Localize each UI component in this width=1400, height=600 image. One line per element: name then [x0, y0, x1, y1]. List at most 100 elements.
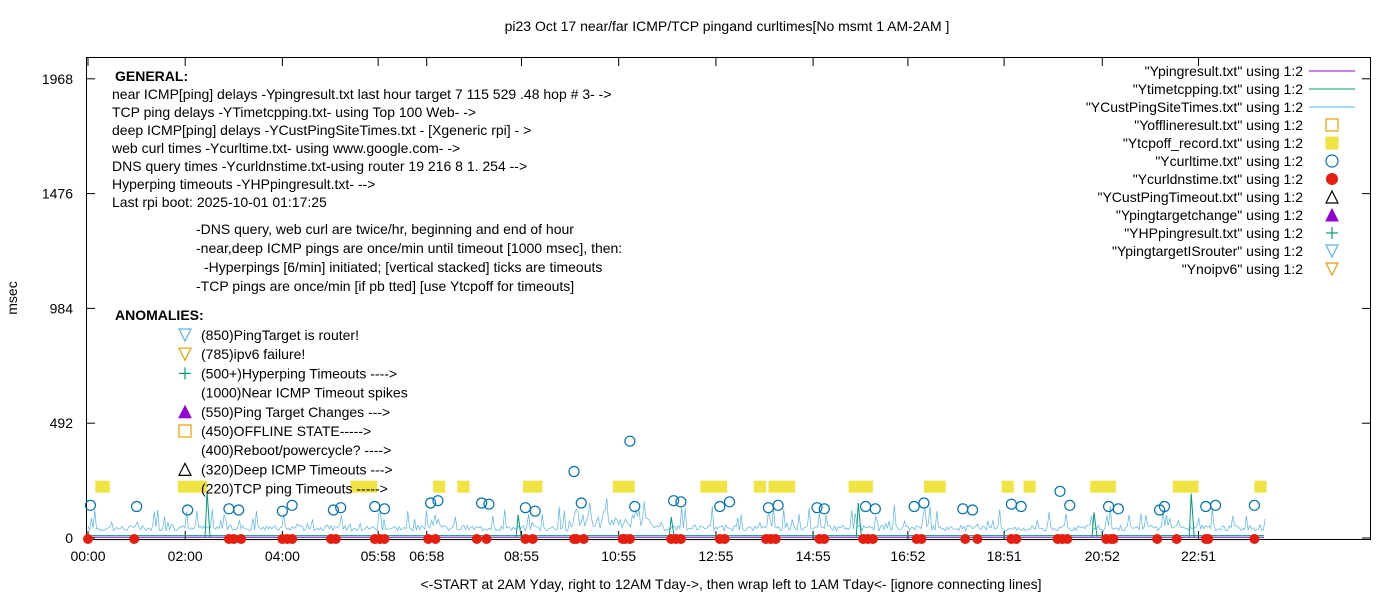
- dns-point: [481, 534, 492, 544]
- curl-point: [723, 496, 736, 508]
- curl-point: [1248, 499, 1261, 511]
- tcp-spike: [1091, 512, 1098, 537]
- chart-title: pi23 Oct 17 near/far ICMP/TCP pingand cu…: [505, 18, 950, 34]
- curl-point: [668, 495, 680, 507]
- tcp-ping-series: [88, 491, 1265, 538]
- x-tick-label: 20:52: [1085, 548, 1120, 564]
- legend-label: "Ycurldnstime.txt" using 1:2: [1133, 171, 1303, 187]
- tcp-timeout-marker: [848, 480, 873, 493]
- dns-point: [1108, 534, 1119, 544]
- legend-label: "Ynoipv6" using 1:2: [1182, 261, 1303, 277]
- legend-label: "YCustPingSiteTimes.txt" using 1:2: [1086, 99, 1303, 115]
- curl-point: [1112, 503, 1124, 515]
- curl-point: [327, 504, 340, 516]
- curl-point: [1005, 498, 1018, 510]
- curl-point: [957, 503, 969, 515]
- curl-point: [675, 496, 687, 508]
- tcp-spike: [855, 502, 862, 537]
- x-axis-label: <-START at 2AM Yday, right to 12AM Tday-…: [420, 576, 1041, 592]
- tcp-timeout-marker: [350, 480, 378, 493]
- tcp-timeout-marker: [768, 480, 796, 493]
- tcp-timeout-marker: [433, 480, 446, 493]
- curl-time-points: [84, 435, 1261, 517]
- curl-point: [1200, 500, 1212, 513]
- dns-point: [770, 534, 781, 544]
- legend-marker: [1325, 189, 1339, 204]
- general-line: deep ICMP[ping] delays -YCustPingSiteTim…: [112, 122, 531, 138]
- curl-point: [276, 505, 288, 517]
- tcp-spike: [515, 514, 522, 537]
- dns-point: [1011, 534, 1022, 544]
- deep-icmp-line: [87, 497, 1266, 533]
- legend-label: "Ytcpoff_record.txt" using 1:2: [1123, 135, 1303, 151]
- tcp-timeout-marker: [1023, 480, 1036, 493]
- curl-point: [476, 497, 488, 509]
- dns-point: [236, 534, 247, 544]
- curl-point: [519, 502, 532, 514]
- curl-point: [966, 504, 979, 516]
- anomaly-item: (550)Ping Target Changes --->: [201, 404, 390, 420]
- tcp-timeout-marker: [1090, 480, 1116, 493]
- anomalies-annotation-block: ANOMALIES: (850)PingTarget is router! (785…: [115, 307, 408, 497]
- y-tick-label: 1968: [42, 71, 73, 87]
- tcp-timeout-marker: [1172, 480, 1199, 493]
- curl-point: [908, 500, 920, 513]
- dns-point: [1152, 534, 1163, 544]
- dns-point: [819, 534, 830, 544]
- legend-label: "YHPpingresult.txt" using 1:2: [1124, 225, 1303, 241]
- curl-point: [223, 503, 235, 515]
- x-tick-label: 06:58: [409, 548, 444, 564]
- dns-point: [867, 534, 878, 544]
- curl-point: [1209, 499, 1222, 511]
- general-line: DNS query times -Ycurldnstime.txt-using …: [112, 158, 527, 174]
- dns-point: [1203, 534, 1214, 544]
- anomaly-item: (220)TCP ping Timeouts ----->: [201, 481, 388, 497]
- curl-point: [762, 502, 775, 514]
- dns-point: [624, 534, 635, 544]
- general-note: -near,deep ICMP pings are once/min until…: [196, 240, 622, 256]
- legend-label: "YCustPingTimeout.txt" using 1:2: [1097, 189, 1303, 205]
- x-tick-label: 14:55: [796, 548, 831, 564]
- curl-point: [918, 497, 930, 509]
- dns-point: [287, 534, 298, 544]
- dns-point: [83, 534, 93, 544]
- anomaly-item: (500+)Hyperping Timeouts ---->: [201, 365, 397, 381]
- x-tick-label: 02:00: [168, 548, 203, 564]
- tcp-timeout-marker: [923, 480, 946, 493]
- curl-point: [869, 503, 881, 515]
- legend-label: "Ypingresult.txt" using 1:2: [1145, 63, 1304, 79]
- curl-point: [529, 505, 541, 517]
- curl-point: [483, 498, 495, 510]
- y-tick-label: 492: [50, 415, 74, 431]
- x-tick-label: 10:55: [601, 548, 636, 564]
- curl-point: [624, 435, 636, 447]
- anomalies-heading: ANOMALIES:: [115, 307, 204, 323]
- dns-point: [379, 534, 390, 544]
- tcp-timeout-marker: [522, 480, 543, 493]
- anomaly-item: (1000)Near ICMP Timeout spikes: [201, 385, 408, 401]
- curl-point: [182, 504, 194, 516]
- tcp-timeout-marker: [753, 480, 766, 493]
- dns-point: [571, 534, 582, 544]
- anomaly-item: (785)ipv6 failure!: [201, 346, 305, 362]
- legend-marker: [1325, 136, 1339, 150]
- general-line: Hyperping timeouts -YHPpingresult.txt- -…: [112, 176, 375, 192]
- x-tick-label: 00:00: [70, 548, 105, 564]
- x-axis-ticks: 00:00 02:00 04:00 05:58 06:58 08:55 10:55 12:55…: [70, 58, 1216, 564]
- dns-point: [960, 534, 971, 544]
- curl-point: [1064, 499, 1076, 511]
- anomaly-marker: [179, 367, 191, 380]
- tcp-spike: [668, 516, 675, 537]
- curl-point: [1015, 500, 1027, 513]
- y-tick-label: 1476: [42, 186, 73, 202]
- tcp-timeout-markers: [95, 480, 1267, 493]
- general-annotation-block: GENERAL: near ICMP[ping] delays -Ypingres…: [111, 68, 622, 294]
- tcp-timeout-marker: [95, 480, 110, 493]
- dns-point: [972, 534, 983, 544]
- x-tick-label: 12:55: [698, 548, 733, 564]
- dns-point: [228, 534, 239, 544]
- curl-point: [335, 502, 347, 514]
- anomaly-item: (320)Deep ICMP Timeouts --->: [201, 461, 393, 477]
- deep-icmp-series: [87, 497, 1266, 533]
